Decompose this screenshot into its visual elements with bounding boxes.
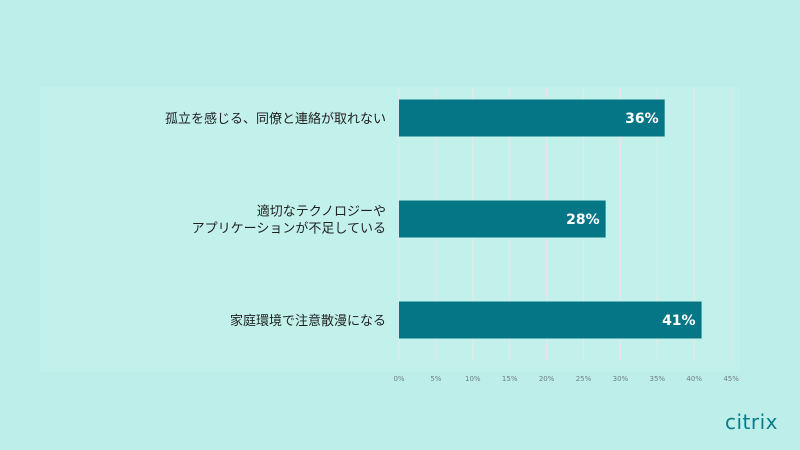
x-tick-label: 35% [650,375,666,383]
bar-value-label: 36% [625,111,659,127]
category-label: 孤立を感じる、同僚と連絡が取れない [165,111,386,127]
category-label: 適切なテクノロジーや [257,204,386,220]
x-tick-label: 30% [613,375,629,383]
x-tick-label: 40% [686,375,702,383]
x-tick-label: 45% [723,375,739,383]
bars: 36% 28% 41% [399,99,702,339]
x-tick-label: 5% [430,375,441,383]
x-tick-label: 10% [465,375,481,383]
x-axis-ticks: 0% 5% 10% 15% 20% 25% 30% 35% 40% 45% [393,375,739,383]
x-tick-label: 15% [502,375,518,383]
bar-value-label: 41% [662,313,696,329]
category-labels: 孤立を感じる、同僚と連絡が取れない適切なテクノロジーやアプリケーションが不足して… [165,111,386,329]
category-label: アプリケーションが不足している [192,222,386,237]
category-label: 家庭環境で注意散漫になる [230,313,386,329]
x-tick-label: 0% [393,375,404,383]
bar-value-label: 28% [566,212,600,228]
x-tick-label: 20% [539,375,555,383]
bar [399,301,702,339]
bar [399,200,606,238]
bar [399,99,665,137]
x-tick-label: 25% [576,375,592,383]
citrix-logo: citrix [724,410,778,434]
